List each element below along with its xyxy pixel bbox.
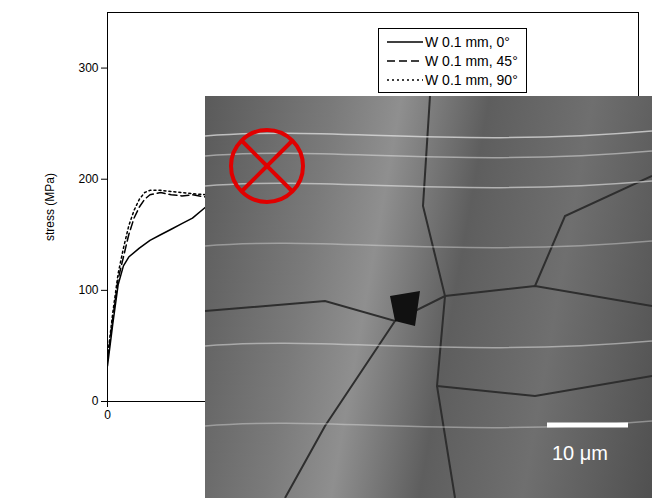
html-text:W 0.1 mm, 0°: W 0.1 mm, 0° xyxy=(425,33,510,50)
svg-text:0: 0 xyxy=(92,394,99,408)
html-text:W 0.1 mm, 90°: W 0.1 mm, 90° xyxy=(425,71,518,88)
svg-text:stress (MPa): stress (MPa) xyxy=(43,173,57,241)
svg-text:0: 0 xyxy=(104,408,111,422)
svg-text:100: 100 xyxy=(78,283,98,297)
html-text:W 0.1 mm, 45°: W 0.1 mm, 45° xyxy=(425,52,518,69)
svg-text:300: 300 xyxy=(78,61,98,75)
svg-text:200: 200 xyxy=(78,172,98,186)
html-text:10 μm: 10 μm xyxy=(552,442,608,464)
